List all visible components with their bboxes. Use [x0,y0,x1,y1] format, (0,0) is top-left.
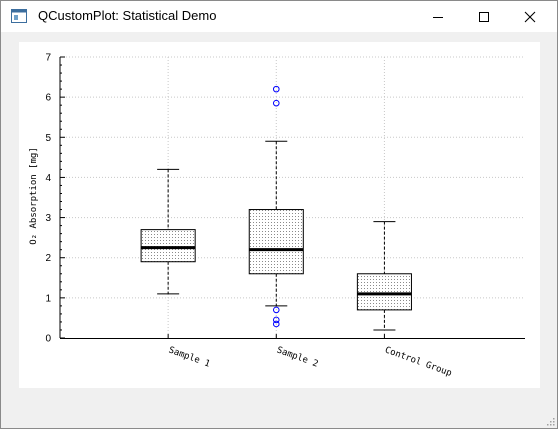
box-series [140,85,412,331]
y-tick-label: 7 [45,53,51,64]
maximize-button[interactable] [461,1,507,32]
box-group [356,221,412,331]
x-tick-label: Sample 2 [275,345,319,369]
plot-widget[interactable]: 0 1 2 3 4 5 6 7 Sample 1 Sample 2 Control Group O₂… [19,42,540,388]
box-group [248,85,304,328]
title-bar[interactable]: QCustomPlot: Statistical Demo [1,1,557,32]
y-tick-label: 2 [45,253,51,264]
outlier-point [272,85,280,93]
outlier-point [272,316,280,324]
y-tick-label: 3 [45,213,51,224]
y-tick-label: 5 [45,133,51,144]
minimize-button[interactable] [415,1,461,32]
box-group [140,168,196,295]
close-button[interactable] [507,1,553,32]
grid-lines [60,56,525,338]
y-axis-label: O₂ Absorption [mg] [29,147,39,245]
x-tick-label: Control Group [383,345,453,378]
outlier-point [272,320,280,328]
y-tick-label: 6 [45,93,51,104]
y-tick-label: 4 [45,173,51,184]
y-tick-label: 1 [45,293,51,304]
box-plot-chart: 0 1 2 3 4 5 6 7 Sample 1 Sample 2 Control Group O₂… [29,53,525,379]
box-iqr [356,273,412,311]
maximize-icon [479,11,489,22]
box-iqr [248,209,304,275]
qt-app-icon [11,9,27,23]
close-icon [524,11,536,22]
box-iqr [140,229,196,263]
outlier-point [272,99,280,107]
outlier-point [272,306,280,314]
minimize-icon [433,16,443,18]
x-tick-label: Sample 1 [167,345,211,369]
y-tick-label: 0 [45,334,51,345]
resize-grip-icon[interactable] [545,416,555,426]
window-title: QCustomPlot: Statistical Demo [38,8,217,23]
